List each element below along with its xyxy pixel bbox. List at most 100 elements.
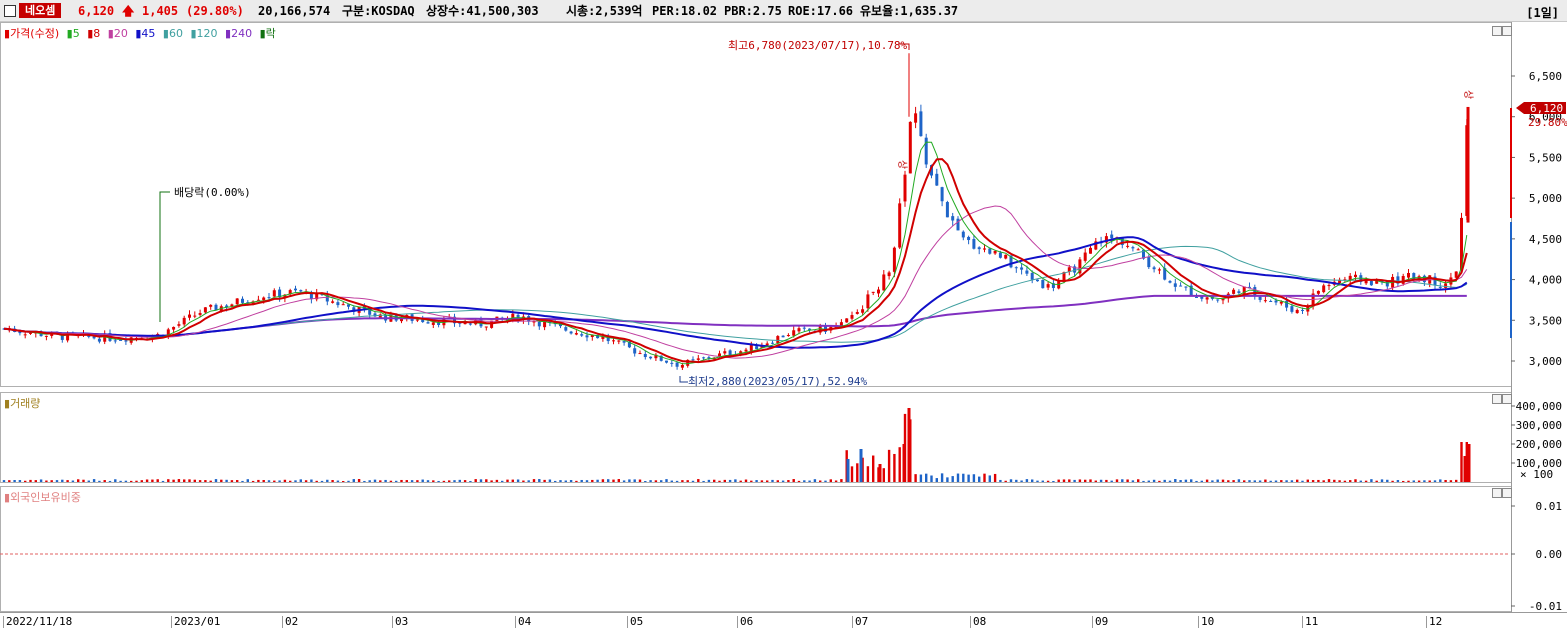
candle-body — [246, 302, 250, 304]
candle-body — [1316, 290, 1320, 294]
volume-bar — [82, 479, 85, 482]
foreign-legend[interactable]: ▮외국인보유비중 — [4, 491, 81, 504]
volume-bar — [400, 479, 403, 482]
legend-price[interactable]: ▮가격(수정) — [4, 27, 60, 40]
volume-tick-label: 400,000 — [1516, 400, 1562, 413]
legend-ex-dividend[interactable]: ▮락 — [259, 27, 276, 40]
candle-body — [331, 301, 335, 303]
candle-body — [1380, 280, 1384, 283]
foreign-panel-maximize-icon[interactable] — [1502, 488, 1512, 498]
candle-body — [188, 314, 191, 318]
candle-body — [606, 336, 610, 342]
legend-ma20[interactable]: ▮20 — [107, 27, 128, 40]
candle-body — [850, 315, 854, 319]
current-price-tag — [1516, 102, 1566, 114]
stock-name-badge[interactable]: 네오셈 — [19, 3, 62, 18]
dividend-marker-line — [159, 191, 170, 322]
volume-bar — [734, 479, 737, 482]
price-change: 1,405 — [142, 4, 179, 18]
price-panel-minimize-icon[interactable] — [1492, 26, 1502, 36]
legend-ma240[interactable]: ▮240 — [225, 27, 253, 40]
volume-bar — [145, 479, 149, 482]
volume-bar — [760, 480, 764, 482]
candle-body — [1184, 286, 1188, 288]
volume-bar — [559, 480, 562, 482]
volume-bar — [130, 480, 133, 482]
volume-bar — [1258, 480, 1262, 482]
volume-bar — [209, 480, 212, 482]
candle-body — [537, 321, 541, 327]
volume-legend[interactable]: ▮거래량 — [4, 397, 41, 410]
volume-bar — [294, 480, 297, 482]
candle-body — [919, 111, 923, 137]
volume-panel-maximize-icon[interactable] — [1502, 394, 1512, 404]
legend-ma5[interactable]: ▮5 — [66, 27, 80, 40]
legend-ma45[interactable]: ▮45 — [135, 27, 156, 40]
price-panel-maximize-icon[interactable] — [1502, 26, 1512, 36]
volume-bar — [140, 480, 143, 482]
candle-body — [1014, 267, 1018, 269]
volume-bar — [336, 480, 340, 482]
candle-body — [898, 203, 902, 248]
high-annotation-pointer — [899, 43, 910, 50]
foreign-panel-minimize-icon[interactable] — [1492, 488, 1502, 498]
volume-bar — [956, 473, 960, 482]
legend-ma8[interactable]: ▮8 — [87, 27, 101, 40]
volume-bar — [1015, 479, 1018, 482]
volume-bar — [972, 474, 976, 482]
volume-bar — [421, 479, 424, 482]
period-selector[interactable]: [1일] — [1526, 6, 1559, 20]
stock-chart[interactable]: 6,5006,0005,5005,0004,5004,0003,5003,000… — [0, 22, 1567, 634]
volume-bar — [1232, 480, 1235, 482]
volume-bar — [331, 480, 334, 482]
candle-body — [1062, 272, 1066, 281]
volume-bar — [1084, 479, 1087, 482]
volume-spike-bar — [878, 464, 882, 482]
volume-bar — [1465, 442, 1468, 482]
volume-bar — [829, 479, 832, 482]
volume-bar — [34, 480, 37, 482]
volume-spike-bar — [1467, 444, 1471, 482]
volume-bar — [1227, 480, 1230, 482]
legend-ma60[interactable]: ▮60 — [162, 27, 183, 40]
panel-select-checkbox[interactable] — [4, 5, 16, 17]
candle-body — [219, 306, 223, 312]
candle-body — [1163, 268, 1167, 280]
candle-body — [1046, 284, 1050, 288]
volume-bar — [988, 475, 991, 482]
volume-bar — [813, 479, 817, 482]
volume-bar — [702, 480, 705, 482]
volume-bar — [967, 474, 970, 482]
volume-bar — [824, 480, 827, 482]
x-axis-label: 09 — [1092, 616, 1108, 628]
volume-bar — [808, 480, 811, 482]
market-cap: 시총:2,539억 — [566, 4, 643, 18]
volume-bar — [1423, 480, 1426, 482]
volume-bar — [389, 480, 393, 482]
volume-bar — [728, 479, 732, 482]
candle-body — [914, 113, 918, 123]
volume-tick-label: 300,000 — [1516, 419, 1562, 432]
volume-bar — [363, 480, 366, 482]
volume-bar — [1375, 480, 1378, 482]
volume-bar — [1110, 480, 1113, 482]
volume-bar — [569, 480, 573, 482]
candle-body — [548, 321, 552, 323]
volume-bar — [1433, 480, 1437, 482]
candle-body — [225, 305, 229, 308]
ma5-line — [3, 141, 1468, 365]
candle-body — [972, 239, 976, 249]
legend-ma120[interactable]: ▮120 — [190, 27, 218, 40]
candle-body — [1104, 236, 1108, 243]
volume-bar — [299, 479, 302, 482]
volume-bar — [532, 479, 536, 482]
candle-body — [23, 334, 27, 336]
limit-up-marker-2: 상 — [1462, 90, 1474, 99]
volume-bar — [1211, 480, 1214, 482]
x-axis-label: 11 — [1302, 616, 1318, 628]
candle-body — [612, 340, 615, 342]
candle-body — [998, 252, 1002, 258]
volume-bar — [819, 480, 822, 482]
volume-panel-minimize-icon[interactable] — [1492, 394, 1502, 404]
volume-bar — [660, 480, 663, 482]
